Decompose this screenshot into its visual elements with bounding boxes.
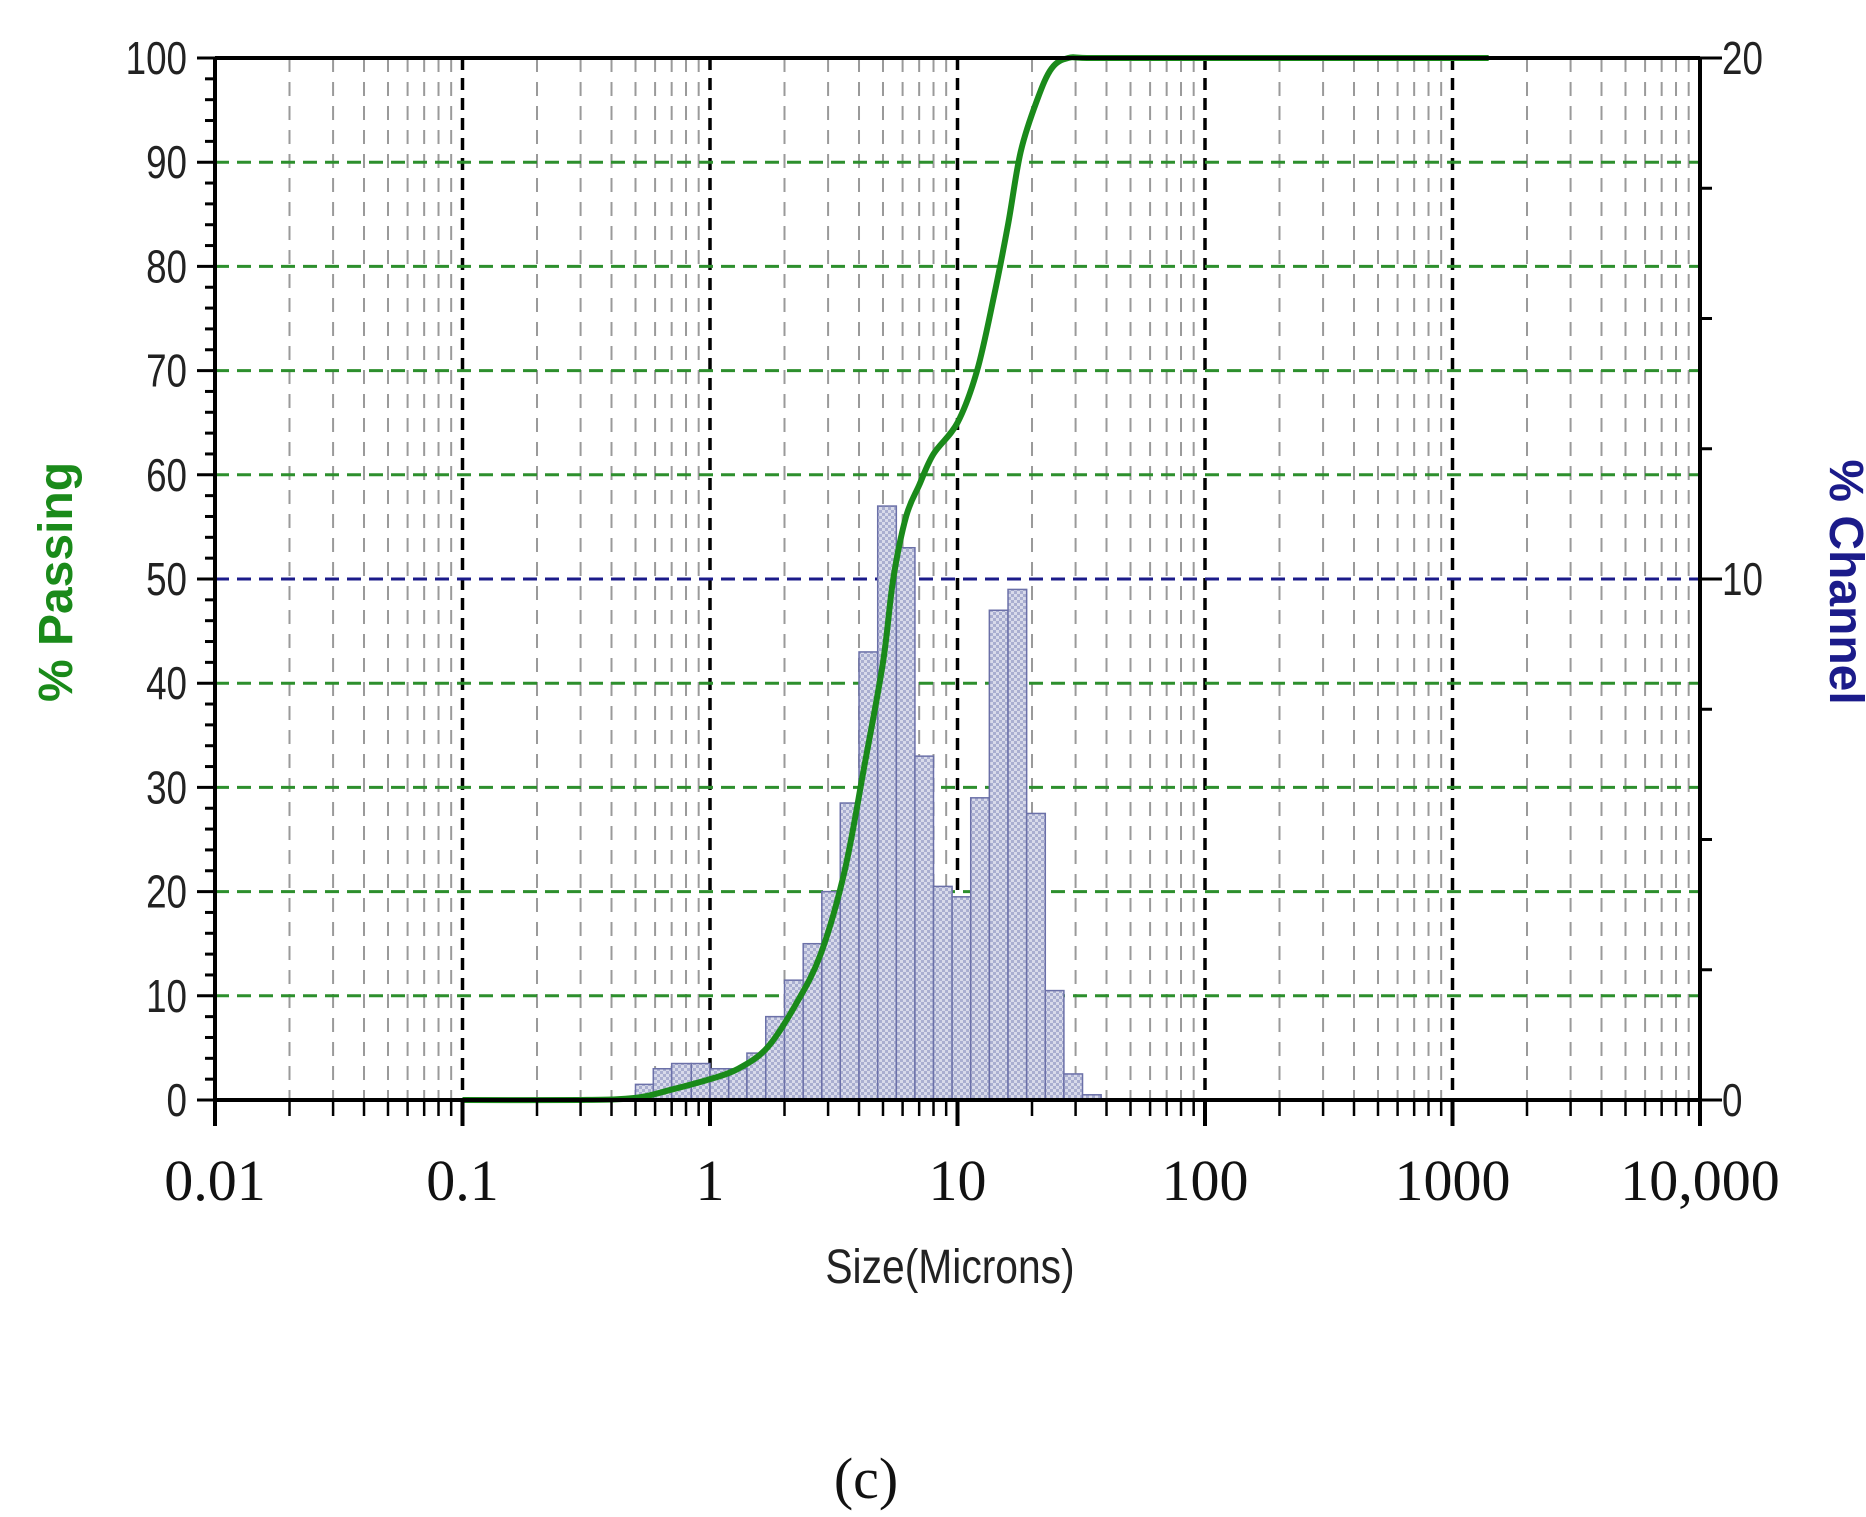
channel-bar xyxy=(895,546,916,1101)
axes xyxy=(197,56,1722,1126)
channel-bar xyxy=(932,885,953,1101)
left-tick-label: 20 xyxy=(146,866,187,918)
x-tick-label: 0.01 xyxy=(164,1148,266,1213)
right-tick-label: 20 xyxy=(1722,32,1763,84)
left-tick-label: 100 xyxy=(126,32,187,84)
channel-bar xyxy=(988,609,1009,1101)
x-tick-label: 10,000 xyxy=(1620,1148,1780,1213)
channel-bar xyxy=(1007,588,1028,1101)
channel-bar xyxy=(1044,989,1065,1101)
channel-bar xyxy=(914,755,935,1101)
right-y-axis-label: % Channel xyxy=(1819,459,1866,704)
channel-bar xyxy=(1025,812,1047,1101)
channel-bar xyxy=(969,797,991,1101)
left-tick-label: 50 xyxy=(146,553,187,605)
channel-bar xyxy=(670,1062,693,1101)
series-line-passing xyxy=(462,54,1489,1104)
right-tick-label: 10 xyxy=(1722,553,1763,605)
left-tick-label: 10 xyxy=(146,970,187,1022)
channel-bar xyxy=(951,896,972,1101)
left-tick-label: 30 xyxy=(146,761,187,813)
x-tick-label: 1000 xyxy=(1395,1148,1511,1213)
left-tick-label: 60 xyxy=(146,449,187,501)
left-tick-label: 70 xyxy=(146,345,187,397)
panel-label: (c) xyxy=(834,1446,898,1511)
x-tick-label: 10 xyxy=(929,1148,987,1213)
channel-bars xyxy=(634,505,1102,1101)
right-tick-label: 0 xyxy=(1722,1074,1742,1126)
left-tick-label: 0 xyxy=(167,1074,187,1126)
left-tick-label: 90 xyxy=(146,136,187,188)
x-axis-label: Size(Microns) xyxy=(825,1241,1074,1294)
left-y-axis-label: % Passing xyxy=(30,462,83,702)
x-tick-label: 100 xyxy=(1162,1148,1249,1213)
left-tick-label: 40 xyxy=(146,657,187,709)
channel-bar xyxy=(1063,1073,1084,1101)
x-tick-label: 0.1 xyxy=(426,1148,499,1213)
left-tick-label: 80 xyxy=(146,240,187,292)
x-tick-label: 1 xyxy=(696,1148,725,1213)
